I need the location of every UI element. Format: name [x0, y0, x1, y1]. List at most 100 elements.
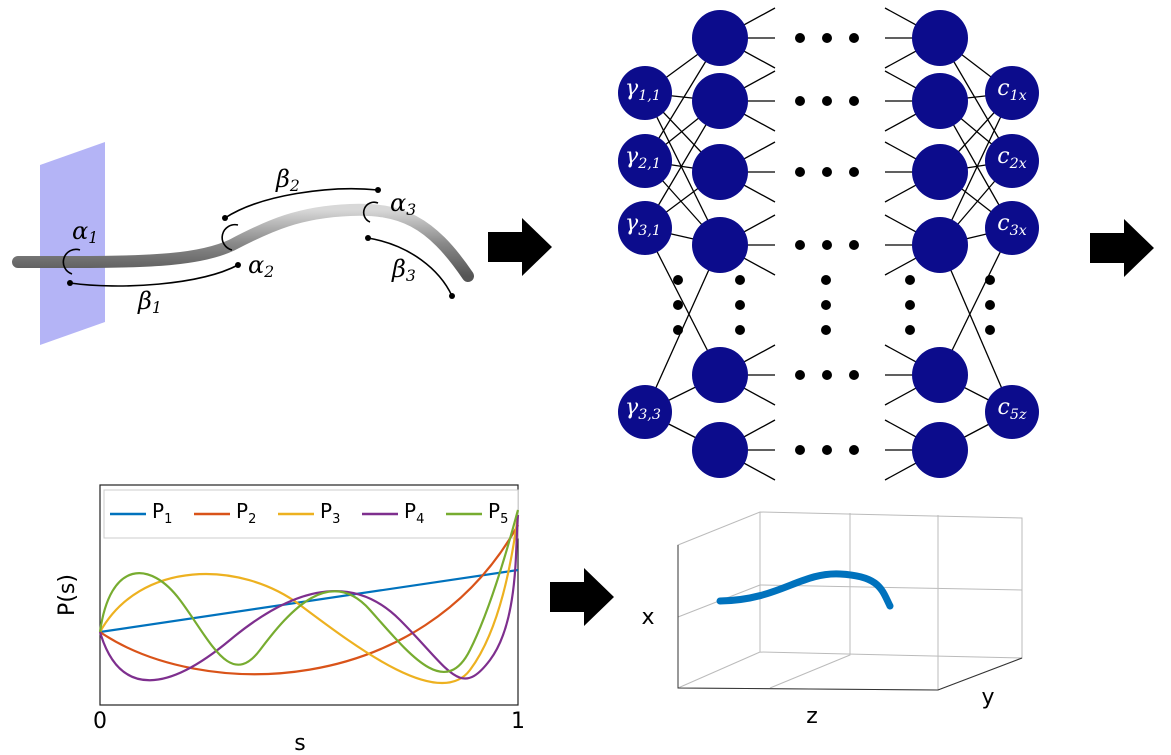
- ellipsis-dot: [822, 96, 832, 106]
- input-node: [618, 66, 672, 120]
- arrows: [488, 218, 1154, 626]
- ellipsis-dot: [735, 325, 745, 335]
- output-node: [985, 201, 1039, 255]
- ellipsis-dot: [822, 370, 832, 380]
- ellipsis-dot: [673, 300, 683, 310]
- hidden-node: [692, 10, 748, 66]
- input-node: [618, 134, 672, 188]
- ellipsis-dot: [821, 300, 831, 310]
- output-label: c1x: [997, 76, 1027, 104]
- x-axis-label: s: [294, 731, 305, 755]
- label-sub: 5z: [1010, 407, 1027, 423]
- ellipsis-dot: [985, 300, 995, 310]
- label-sub: 3,3: [638, 407, 661, 423]
- connection: [939, 92, 1013, 246]
- label-sub: 2,1: [637, 156, 661, 172]
- label-base: P: [152, 499, 164, 523]
- bracket-ends: [67, 187, 455, 299]
- ellipsis-dot: [822, 445, 832, 455]
- hidden-node: [692, 422, 748, 478]
- ellipsis-dot: [985, 325, 995, 335]
- y-axis-label: P(s): [55, 574, 80, 616]
- label-sub: 3: [406, 267, 416, 285]
- ellipsis-dot: [735, 300, 745, 310]
- ellipsis-dot: [795, 33, 805, 43]
- ellipsis-dot: [821, 275, 831, 285]
- hidden-node: [692, 73, 748, 129]
- label-sub: 3,1: [638, 223, 661, 239]
- legend-label: P2: [236, 499, 256, 527]
- ellipsis-dot: [795, 445, 805, 455]
- beta-label: β2: [275, 165, 300, 196]
- legend-label: P5: [488, 499, 508, 527]
- legend-label: P3: [320, 499, 340, 527]
- axis-label-3d: z: [806, 704, 818, 729]
- label-sub: 1,1: [638, 88, 661, 104]
- input-label: γ3,1: [625, 211, 661, 239]
- hidden-node: [912, 347, 968, 403]
- input-label: γ3,3: [625, 395, 661, 423]
- ellipsis-dot: [795, 370, 805, 380]
- output-node: [985, 385, 1039, 439]
- input-label: γ1,1: [625, 76, 661, 104]
- input-label: γ2,1: [625, 144, 661, 172]
- label-base: α: [390, 189, 406, 217]
- beta-label: β3: [391, 255, 416, 286]
- hidden-node: [912, 10, 968, 66]
- input-node: [618, 385, 672, 439]
- ellipsis-dot: [849, 240, 859, 250]
- label-base: γ: [625, 395, 639, 420]
- output-label: c2x: [997, 144, 1027, 172]
- ellipsis-dot: [849, 96, 859, 106]
- label-base: γ: [625, 144, 639, 169]
- label-base: β: [137, 287, 152, 315]
- axis-label-3d: y: [981, 685, 994, 710]
- ellipsis-dot: [905, 300, 915, 310]
- label-base: c: [998, 395, 1010, 420]
- label-base: P: [404, 499, 416, 523]
- label-sub: 4: [416, 512, 424, 527]
- ellipsis-dot: [735, 275, 745, 285]
- label-base: α: [72, 217, 88, 245]
- hidden-node: [912, 217, 968, 273]
- label-sub: 2: [263, 263, 274, 281]
- hidden-node: [912, 73, 968, 129]
- label-sub: 3x: [1010, 223, 1027, 239]
- rod: [12, 203, 474, 282]
- label-base: β: [391, 255, 406, 283]
- wall-plane: [40, 142, 105, 345]
- alpha-label: α2: [248, 251, 274, 282]
- label-base: γ: [625, 76, 639, 101]
- axis-label-3d: x: [641, 605, 654, 630]
- hidden-node: [692, 347, 748, 403]
- label-base: c: [997, 76, 1009, 101]
- ellipsis-dot: [673, 325, 683, 335]
- legend-label: P4: [404, 499, 424, 527]
- output-label: c3x: [997, 211, 1027, 239]
- label-base: c: [997, 211, 1009, 236]
- label-sub: 1: [164, 512, 172, 527]
- box-3d-front: [677, 545, 1023, 691]
- x-tick-label: 0: [93, 709, 107, 734]
- output-node: [985, 66, 1039, 120]
- label-sub: 1x: [1010, 88, 1027, 104]
- label-base: P: [488, 499, 500, 523]
- connection: [644, 92, 721, 246]
- label-sub: 2x: [1009, 156, 1027, 172]
- ellipsis-dot: [985, 275, 995, 285]
- ellipsis-dot: [905, 275, 915, 285]
- ellipsis-dot: [905, 325, 915, 335]
- ellipsis-dot: [822, 167, 832, 177]
- alpha-label: α1: [72, 217, 98, 248]
- ellipsis-dot: [849, 33, 859, 43]
- ellipsis-dot: [795, 240, 805, 250]
- label-sub: 5: [500, 512, 508, 527]
- basis-curves: [98, 509, 520, 685]
- ellipsis-dot: [822, 240, 832, 250]
- ellipsis-dot: [795, 96, 805, 106]
- label-base: γ: [625, 211, 639, 236]
- output-node: [985, 134, 1039, 188]
- label-sub: 1: [152, 299, 162, 317]
- label-sub: 3: [332, 512, 340, 527]
